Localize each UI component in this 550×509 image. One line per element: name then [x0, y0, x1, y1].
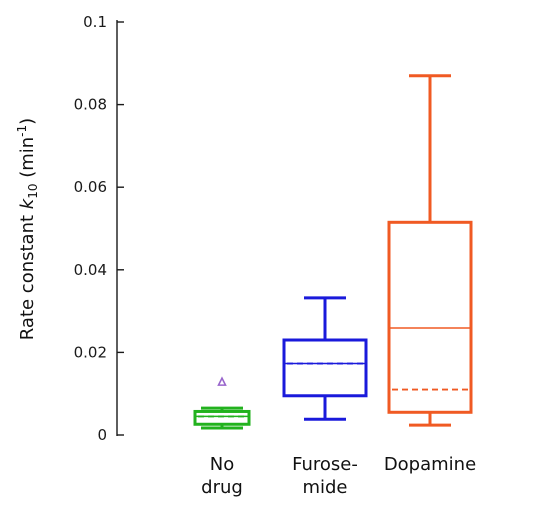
category-label-line: drug	[201, 477, 243, 498]
box-group	[193, 376, 251, 430]
iqr-box	[282, 338, 368, 398]
box-group	[282, 296, 368, 421]
box-series	[193, 74, 473, 430]
category-label-line: Dopamine	[384, 454, 476, 475]
y-axis-title: Rate constant k10 (min-1)	[15, 118, 40, 340]
category-label-line: mide	[302, 477, 347, 498]
y-axis-title-sub: 10	[26, 184, 40, 199]
y-ticks: 0 0.02 0.04 0.06 0.08 0.1	[74, 13, 124, 444]
y-axis-title-unit-close: )	[17, 118, 38, 125]
y-tick-label: 0.08	[74, 96, 107, 114]
y-axis-title-prefix: Rate constant	[17, 209, 38, 340]
iqr-box	[193, 409, 251, 426]
iqr-box	[387, 220, 473, 414]
y-tick-label: 0	[97, 426, 107, 444]
y-axis-title-sup: -1	[15, 125, 29, 137]
category-label-line: Furose-	[292, 454, 358, 475]
y-axis-title-var: k	[17, 197, 38, 209]
y-axis: 0 0.02 0.04 0.06 0.08 0.1	[74, 13, 124, 444]
y-tick-label: 0.1	[83, 13, 107, 31]
category-label: Furose-mide	[292, 454, 358, 498]
category-label-line: No	[210, 454, 234, 475]
y-tick-label: 0.02	[74, 343, 107, 361]
y-tick-label: 0.04	[74, 261, 107, 279]
outlier-point	[217, 376, 227, 386]
box-group	[387, 74, 473, 427]
category-label: No drug	[201, 454, 243, 498]
y-tick-label: 0.06	[74, 178, 107, 196]
category-labels: No drug Furose-mide Dopamine	[201, 454, 476, 498]
category-label: Dopamine	[384, 454, 476, 475]
y-axis-title-unit-open: (min	[17, 137, 38, 184]
